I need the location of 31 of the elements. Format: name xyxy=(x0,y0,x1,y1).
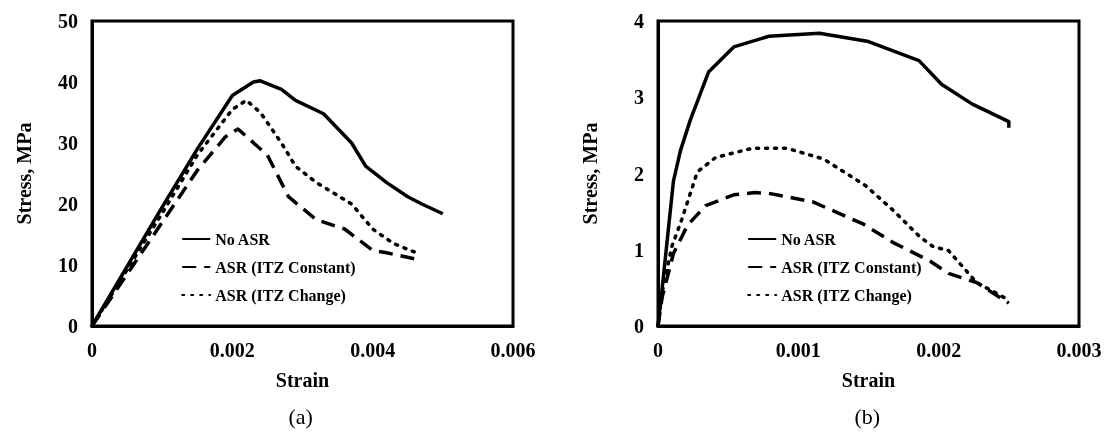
legend-label: ASR (ITZ Constant) xyxy=(215,258,356,277)
x-tick-label: 0.004 xyxy=(350,339,396,361)
text: (b) xyxy=(854,403,881,429)
y-tick-label: 0 xyxy=(68,315,78,337)
y-tick-label: 30 xyxy=(58,132,78,154)
x-axis-title: Strain xyxy=(275,369,330,391)
y-tick-label: 4 xyxy=(634,10,644,32)
x-tick-label: 0 xyxy=(653,339,663,361)
y-tick-label: 50 xyxy=(58,10,78,32)
y-tick-label: 1 xyxy=(634,238,644,261)
y-tick-label: 0 xyxy=(634,315,644,337)
x-tick-label: 0.006 xyxy=(490,339,536,361)
x-axis-title: Strain xyxy=(841,369,896,391)
legend-label: No ASR xyxy=(215,230,271,248)
x-tick-label: 0.002 xyxy=(916,339,962,361)
y-tick-label: 40 xyxy=(58,71,78,93)
y-axis-title: Stress, MPa xyxy=(13,122,35,225)
text: (a) xyxy=(288,403,313,429)
legend-label: No ASR xyxy=(781,230,837,248)
legend-label: ASR (ITZ Constant) xyxy=(781,258,922,277)
legend-label: ASR (ITZ Change) xyxy=(215,286,346,305)
x-tick-label: 0.002 xyxy=(209,339,255,361)
legend-label: ASR (ITZ Change) xyxy=(781,286,912,305)
y-axis-title: Stress, MPa xyxy=(579,122,601,225)
y-tick-label: 3 xyxy=(634,86,644,109)
y-tick-label: 10 xyxy=(58,254,78,276)
x-tick-label: 0.003 xyxy=(1056,339,1102,361)
y-tick-label: 20 xyxy=(58,193,78,215)
y-tick-label: 2 xyxy=(634,162,644,185)
x-tick-label: 0.001 xyxy=(775,339,821,361)
x-tick-label: 0 xyxy=(87,339,97,361)
